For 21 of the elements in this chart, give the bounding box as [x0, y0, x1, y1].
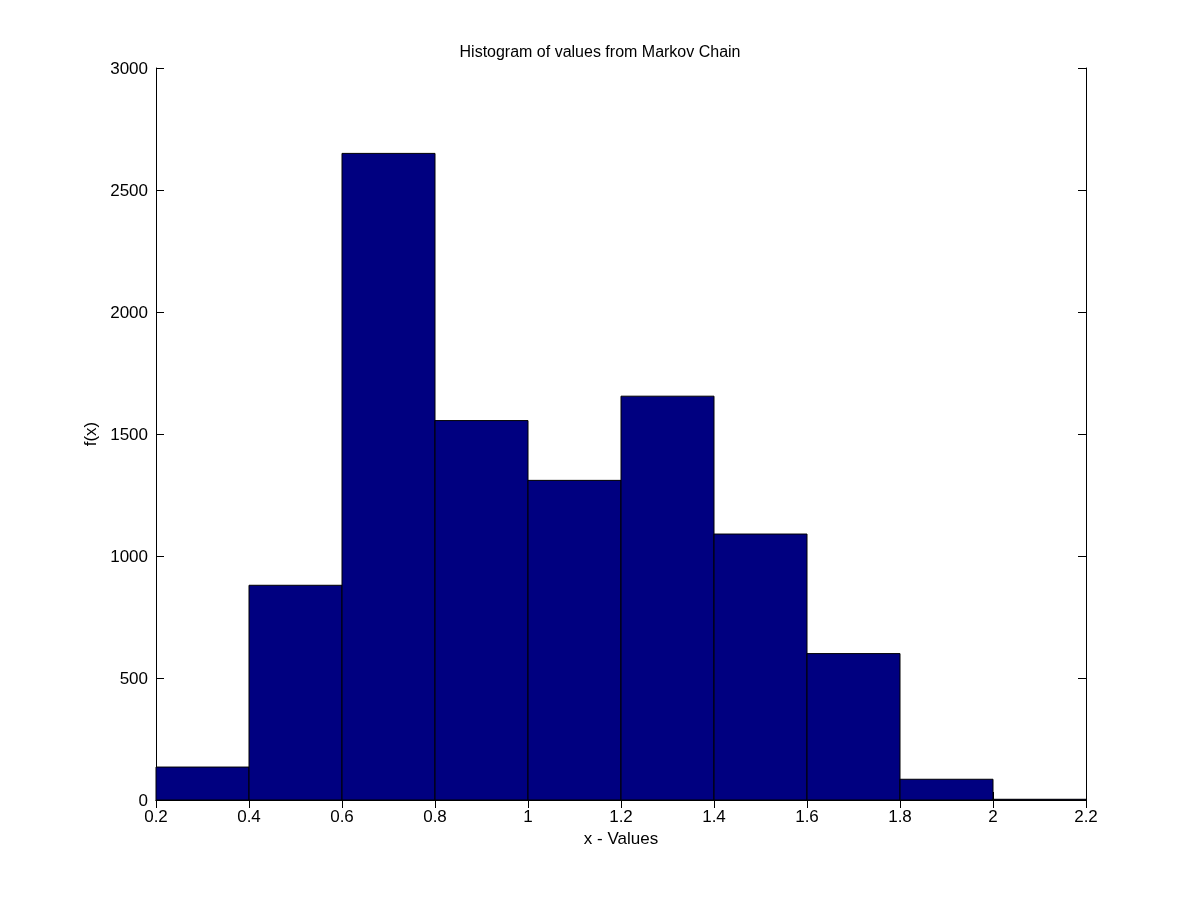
- y-tick-label: 1000: [110, 546, 148, 566]
- y-tick-label: 2500: [110, 180, 148, 200]
- x-tick-label: 1.2: [609, 807, 633, 826]
- x-tick-label: 1.4: [702, 807, 726, 826]
- y-tick-label: 0: [138, 790, 148, 810]
- y-tick-label: 3000: [110, 58, 148, 78]
- x-tick-label: 1.8: [888, 807, 912, 826]
- x-axis-title: x - Values: [583, 828, 659, 848]
- x-tick-label: 0.2: [144, 807, 168, 826]
- x-tick-label: 1.6: [795, 807, 819, 826]
- y-axis-title: f(x): [81, 421, 101, 447]
- chart-title: Histogram of values from Markov Chain: [459, 42, 741, 60]
- x-tick-label: 1: [523, 807, 533, 826]
- x-tick-label: 2: [988, 807, 998, 826]
- x-tick-label: 0.6: [330, 807, 354, 826]
- x-tick-label: 2.2: [1074, 807, 1098, 826]
- x-tick-label: 0.8: [423, 807, 447, 826]
- x-tick-label: 0.4: [237, 807, 261, 826]
- y-tick-label: 2000: [110, 302, 148, 322]
- y-tick-label: 500: [119, 668, 148, 688]
- y-tick-label: 1500: [110, 424, 148, 444]
